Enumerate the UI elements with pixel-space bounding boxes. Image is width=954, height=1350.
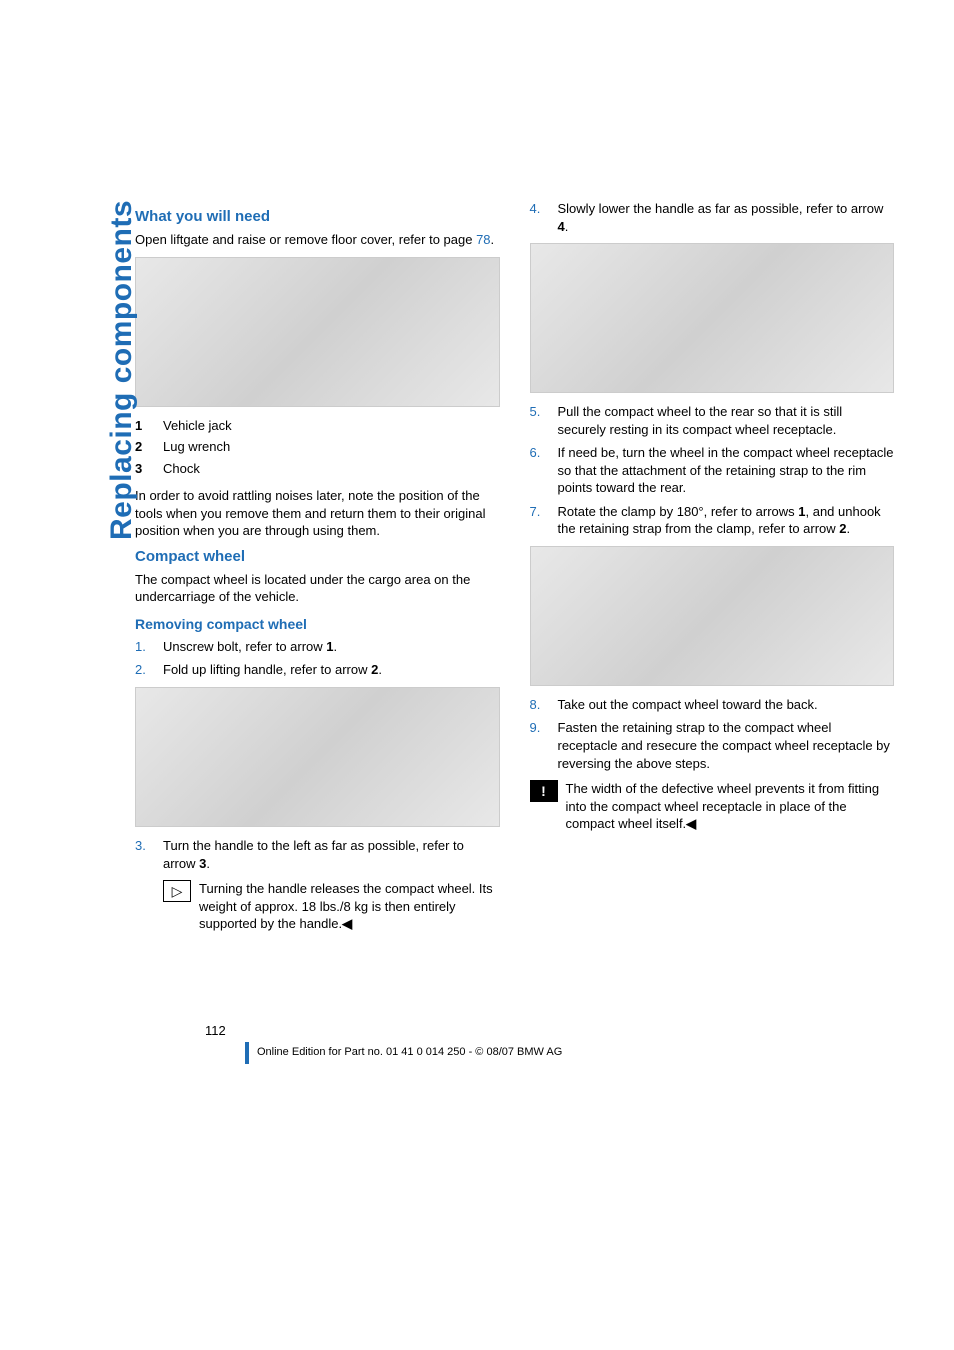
step-item: 8. Take out the compact wheel toward the… — [530, 696, 895, 714]
heading-compact-wheel: Compact wheel — [135, 548, 500, 565]
warning-icon: ! — [530, 780, 558, 802]
step-text: If need be, turn the wheel in the compac… — [558, 444, 895, 497]
step-number: 8. — [530, 696, 548, 714]
step-number: 5. — [530, 403, 548, 438]
legend-text: Lug wrench — [163, 438, 230, 456]
step-3: 3. Turn the handle to the left as far as… — [135, 837, 500, 872]
content-columns: What you will need Open liftgate and rai… — [135, 200, 894, 943]
heading-what-you-need: What you will need — [135, 208, 500, 225]
step-number: 7. — [530, 503, 548, 538]
step-text: Pull the compact wheel to the rear so th… — [558, 403, 895, 438]
paragraph-rattle: In order to avoid rattling noises later,… — [135, 487, 500, 540]
step-text: Unscrew bolt, refer to arrow 1. — [163, 638, 337, 656]
step-item: 4. Slowly lower the handle as far as pos… — [530, 200, 895, 235]
step-number: 3. — [135, 837, 153, 872]
text: . — [491, 232, 495, 247]
legend-item: 2Lug wrench — [135, 438, 500, 456]
step-text: Slowly lower the handle as far as possib… — [558, 200, 895, 235]
step-item: 6. If need be, turn the wheel in the com… — [530, 444, 895, 497]
figure-lifting-handle — [135, 687, 500, 827]
figure-clamp-strap — [530, 546, 895, 686]
step-4: 4. Slowly lower the handle as far as pos… — [530, 200, 895, 235]
page-link-78[interactable]: 78 — [476, 232, 490, 247]
left-column: What you will need Open liftgate and rai… — [135, 200, 500, 943]
step-number: 2. — [135, 661, 153, 679]
page-footer: 112 Online Edition for Part no. 01 41 0 … — [135, 1023, 894, 1064]
step-item: 3. Turn the handle to the left as far as… — [135, 837, 500, 872]
footer-copyright: Online Edition for Part no. 01 41 0 014 … — [245, 1042, 562, 1064]
step-number: 4. — [530, 200, 548, 235]
step-number: 9. — [530, 719, 548, 772]
step-item: 5. Pull the compact wheel to the rear so… — [530, 403, 895, 438]
step-item: 9. Fasten the retaining strap to the com… — [530, 719, 895, 772]
step-item: 1. Unscrew bolt, refer to arrow 1. — [135, 638, 500, 656]
step-number: 6. — [530, 444, 548, 497]
page-number: 112 — [205, 1023, 226, 1038]
step-text: Fold up lifting handle, refer to arrow 2… — [163, 661, 382, 679]
steps-5-7: 5. Pull the compact wheel to the rear so… — [530, 403, 895, 538]
legend-item: 3Chock — [135, 460, 500, 478]
legend-item: 1Vehicle jack — [135, 417, 500, 435]
note-block: ▷ Turning the handle releases the compac… — [163, 880, 500, 933]
text: Open liftgate and raise or remove floor … — [135, 232, 476, 247]
figure-tools-storage — [135, 257, 500, 407]
step-item: 7. Rotate the clamp by 180°, refer to ar… — [530, 503, 895, 538]
section-title-vertical: Replacing components — [105, 200, 139, 540]
paragraph-liftgate: Open liftgate and raise or remove floor … — [135, 231, 500, 249]
heading-removing-compact: Removing compact wheel — [135, 616, 500, 632]
step-text: Fasten the retaining strap to the compac… — [558, 719, 895, 772]
steps-1-2: 1. Unscrew bolt, refer to arrow 1. 2. Fo… — [135, 638, 500, 679]
warning-block: ! The width of the defective wheel preve… — [530, 780, 895, 833]
page: Replacing components What you will need … — [0, 0, 954, 1124]
step-text: Turn the handle to the left as far as po… — [163, 837, 500, 872]
note-icon: ▷ — [163, 880, 191, 902]
step-number: 1. — [135, 638, 153, 656]
step-text: Take out the compact wheel toward the ba… — [558, 696, 818, 714]
step-item: 2. Fold up lifting handle, refer to arro… — [135, 661, 500, 679]
figure-lower-handle — [530, 243, 895, 393]
right-column: 4. Slowly lower the handle as far as pos… — [530, 200, 895, 943]
warning-text: The width of the defective wheel prevent… — [566, 780, 895, 833]
note-text: Turning the handle releases the compact … — [199, 880, 500, 933]
paragraph-compact-location: The compact wheel is located under the c… — [135, 571, 500, 606]
legend-text: Vehicle jack — [163, 417, 232, 435]
steps-8-9: 8. Take out the compact wheel toward the… — [530, 696, 895, 772]
legend-list: 1Vehicle jack 2Lug wrench 3Chock — [135, 417, 500, 478]
step-text: Rotate the clamp by 180°, refer to arrow… — [558, 503, 895, 538]
legend-text: Chock — [163, 460, 200, 478]
